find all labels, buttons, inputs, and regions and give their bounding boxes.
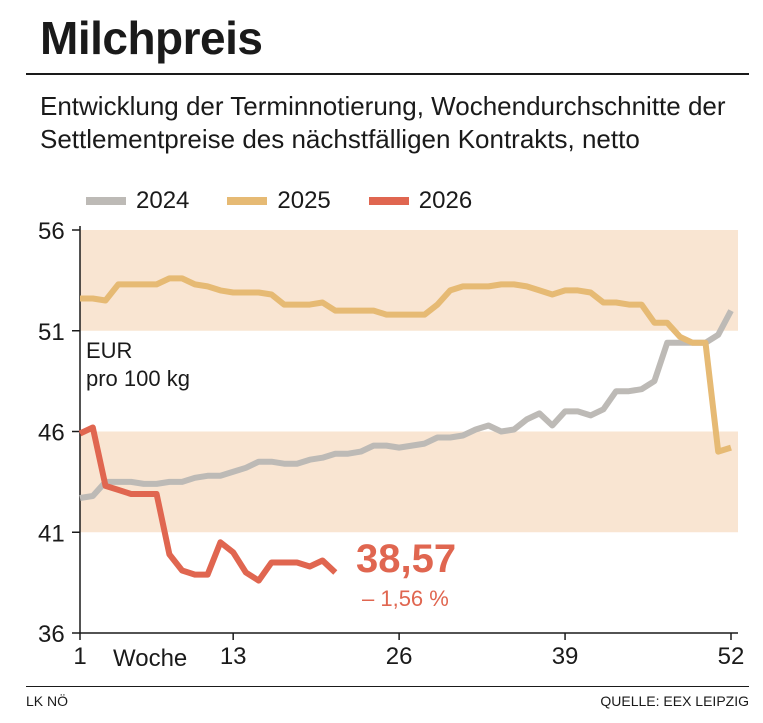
x-tick-label-39: 39 bbox=[552, 643, 579, 670]
legend-swatch-2025 bbox=[227, 197, 268, 205]
legend-label-2025: 2025 bbox=[277, 187, 331, 214]
footer-source-right: QUELLE: EEX LEIPZIG bbox=[600, 693, 749, 709]
legend-swatch-2024 bbox=[86, 197, 126, 205]
legend-item-2025: 2025 bbox=[227, 187, 331, 215]
unit-label-line1: EUR bbox=[86, 338, 132, 363]
latest-value-label: 38,57 bbox=[356, 537, 456, 581]
x-tick-label-52: 52 bbox=[718, 643, 745, 670]
chart-legend: 2024 2025 2026 bbox=[86, 184, 510, 218]
y-tick-label-36: 36 bbox=[38, 621, 65, 648]
legend-label-2024: 2024 bbox=[136, 187, 190, 214]
y-tick-label-46: 46 bbox=[38, 420, 65, 447]
x-axis-label: Woche bbox=[113, 645, 187, 672]
chart-subtitle: Entwicklung der Terminnotierung, Wochend… bbox=[40, 91, 726, 154]
series-line-2025 bbox=[80, 275, 732, 455]
x-tick-label-26: 26 bbox=[386, 643, 413, 670]
x-tick-label-1: 1 bbox=[73, 643, 86, 670]
y-tick-label-41: 41 bbox=[38, 520, 65, 547]
chart-series bbox=[78, 275, 734, 584]
y-tick-label-56: 56 bbox=[38, 218, 65, 245]
footer-source-left: LK NÖ bbox=[26, 693, 69, 709]
legend-swatch-2026 bbox=[368, 197, 409, 205]
series-line-2026 bbox=[78, 424, 338, 584]
legend-label-2026: 2026 bbox=[418, 187, 473, 214]
series-line-2024 bbox=[79, 309, 734, 501]
y-tick-label-51: 51 bbox=[38, 319, 65, 346]
legend-item-2026: 2026 bbox=[368, 187, 473, 215]
x-tick-label-13: 13 bbox=[220, 643, 247, 670]
latest-change-label: – 1,56 % bbox=[362, 586, 449, 611]
chart-axes: 36 41 46 51 56 1 13 26 39 52 Woche bbox=[38, 218, 744, 672]
title-rule bbox=[26, 73, 749, 75]
legend-item-2024: 2024 bbox=[86, 187, 189, 215]
chart-labels: EUR pro 100 kg 38,57 – 1,56 % bbox=[86, 338, 456, 611]
unit-label-line2: pro 100 kg bbox=[86, 366, 190, 391]
page-title: Milchpreis bbox=[40, 12, 263, 64]
footer-rule bbox=[26, 686, 749, 687]
